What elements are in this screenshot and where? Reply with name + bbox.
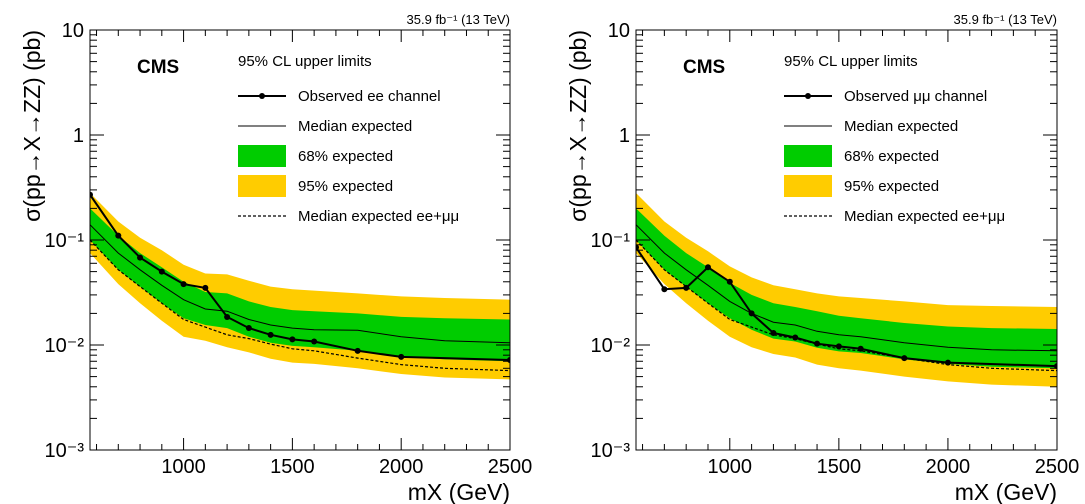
plot-area [636, 193, 1057, 387]
median-expected-line [636, 224, 1057, 352]
median-expected-combined-line [90, 239, 510, 372]
legend-entry: Observed μμ channel [844, 88, 987, 105]
x-tick-label: 2000 [926, 456, 971, 478]
observed-point [137, 254, 144, 261]
observed-point [636, 244, 639, 251]
legend-entry: Median expected [844, 118, 958, 135]
chart-panel-1: 1000 1500 2000 2500 10⁻³ 10⁻² 10⁻¹ 1 10 mX (GeV) σ… [19, 12, 532, 504]
x-tick-label: 1000 [708, 456, 753, 478]
observed-point [748, 310, 755, 317]
band-68-expected [90, 208, 510, 362]
y-tick-label: 10⁻¹ [591, 230, 631, 252]
observed-point [202, 284, 209, 291]
y-tick-label: 10 [608, 20, 630, 42]
observed-point [726, 278, 733, 285]
y-tick-label: 10 [62, 20, 84, 42]
observed-point [245, 325, 252, 332]
legend-title: 95% CL upper limits [238, 53, 372, 70]
legend-entry: 95% expected [844, 178, 939, 195]
luminosity-label: 35.9 fb⁻¹ (13 TeV) [954, 12, 1057, 27]
luminosity-label: 35.9 fb⁻¹ (13 TeV) [407, 12, 510, 27]
legend-entry: Observed ee channel [298, 88, 441, 105]
observed-point [792, 334, 799, 341]
observed-point [835, 343, 842, 350]
y-tick-label: 1 [73, 125, 84, 147]
legend-marker-observed [259, 93, 265, 99]
observed-line [636, 246, 1057, 368]
observed-point [944, 359, 951, 366]
x-axis-title: mX (GeV) [408, 479, 510, 504]
observed-point [683, 284, 690, 291]
x-tick-label: 1500 [270, 456, 315, 478]
x-tick-label: 2500 [1035, 456, 1080, 478]
experiment-label: CMS [683, 57, 725, 78]
observed-point [311, 338, 318, 345]
legend-swatch-band [238, 145, 286, 167]
observed-point [1054, 363, 1057, 370]
plot-area [90, 191, 510, 380]
observed-point [770, 330, 777, 337]
observed-point [90, 191, 93, 198]
observed-point [814, 340, 821, 347]
experiment-label: CMS [137, 57, 179, 78]
x-tick-label: 2000 [379, 456, 424, 478]
legend-entry: Median expected [298, 118, 412, 135]
observed-point [704, 264, 711, 271]
band-68-expected [636, 208, 1057, 369]
legend-entry: Median expected ee+μμ [844, 208, 1005, 225]
legend-swatch-band [238, 175, 286, 197]
legend-entry: Median expected ee+μμ [298, 208, 459, 225]
observed-point [224, 313, 231, 320]
x-axis-title: mX (GeV) [955, 479, 1057, 504]
observed-line [90, 194, 510, 361]
legend-title: 95% CL upper limits [784, 53, 918, 70]
x-tick-label: 1000 [161, 456, 206, 478]
observed-point [857, 345, 864, 352]
legend-marker-observed [805, 93, 811, 99]
legend-entry: 68% expected [298, 148, 393, 165]
y-tick-label: 1 [619, 125, 630, 147]
legend-swatch-band [784, 175, 832, 197]
chart-panel-2: 1000 1500 2000 2500 10⁻³ 10⁻² 10⁻¹ 1 10 mX (GeV) σ… [565, 12, 1079, 504]
observed-point [180, 281, 187, 288]
y-tick-label: 10⁻³ [45, 440, 85, 462]
observed-point [661, 286, 668, 293]
x-tick-label: 2500 [488, 456, 533, 478]
observed-point [289, 336, 296, 343]
observed-point [158, 268, 165, 275]
x-tick-label: 1500 [817, 456, 862, 478]
observed-point [115, 232, 122, 239]
observed-point [398, 353, 405, 360]
observed-point [901, 355, 908, 362]
legend-entry: 95% expected [298, 178, 393, 195]
median-expected-line [90, 224, 510, 344]
y-axis-title: σ(pp→X→ZZ) (pb) [565, 30, 591, 222]
observed-point [354, 347, 361, 354]
y-tick-label: 10⁻³ [591, 440, 631, 462]
y-tick-label: 10⁻² [45, 335, 85, 357]
legend-swatch-band [784, 145, 832, 167]
legend-entry: 68% expected [844, 148, 939, 165]
observed-point [267, 331, 274, 338]
y-tick-label: 10⁻¹ [45, 230, 85, 252]
y-axis-title: σ(pp→X→ZZ) (pb) [19, 30, 45, 222]
y-tick-label: 10⁻² [591, 335, 631, 357]
